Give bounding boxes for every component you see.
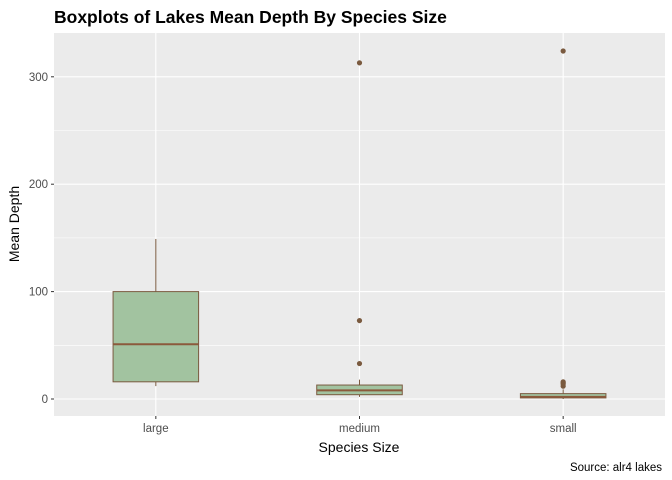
outlier-point — [356, 60, 363, 66]
outlier-point — [356, 317, 363, 324]
y-axis-ticks: 0 100 200 300 — [29, 72, 54, 406]
outlier-point — [356, 360, 363, 367]
x-tick-label: large — [143, 423, 169, 435]
chart-caption: Source: alr4 lakes — [570, 462, 662, 474]
boxes-layer — [112, 48, 607, 399]
x-axis-title: Species Size — [319, 439, 400, 455]
outlier-point — [560, 48, 566, 54]
box-body — [112, 291, 200, 383]
x-tick-label: medium — [339, 423, 380, 435]
box-large — [112, 238, 200, 387]
box-small — [519, 48, 607, 399]
box-body — [519, 393, 607, 399]
major-gridlines — [54, 33, 665, 416]
x-tick-label: small — [550, 423, 577, 435]
chart-title: Boxplots of Lakes Mean Depth By Species … — [54, 7, 447, 27]
outlier-point — [560, 379, 566, 385]
y-tick-label: 100 — [29, 287, 48, 299]
y-tick-label: 300 — [29, 72, 48, 84]
x-axis-ticks: large medium small — [143, 416, 577, 435]
y-tick-label: 0 — [42, 394, 48, 406]
y-tick-label: 200 — [29, 179, 48, 191]
y-axis-title: Mean Depth — [6, 186, 22, 262]
box-medium — [316, 60, 403, 397]
